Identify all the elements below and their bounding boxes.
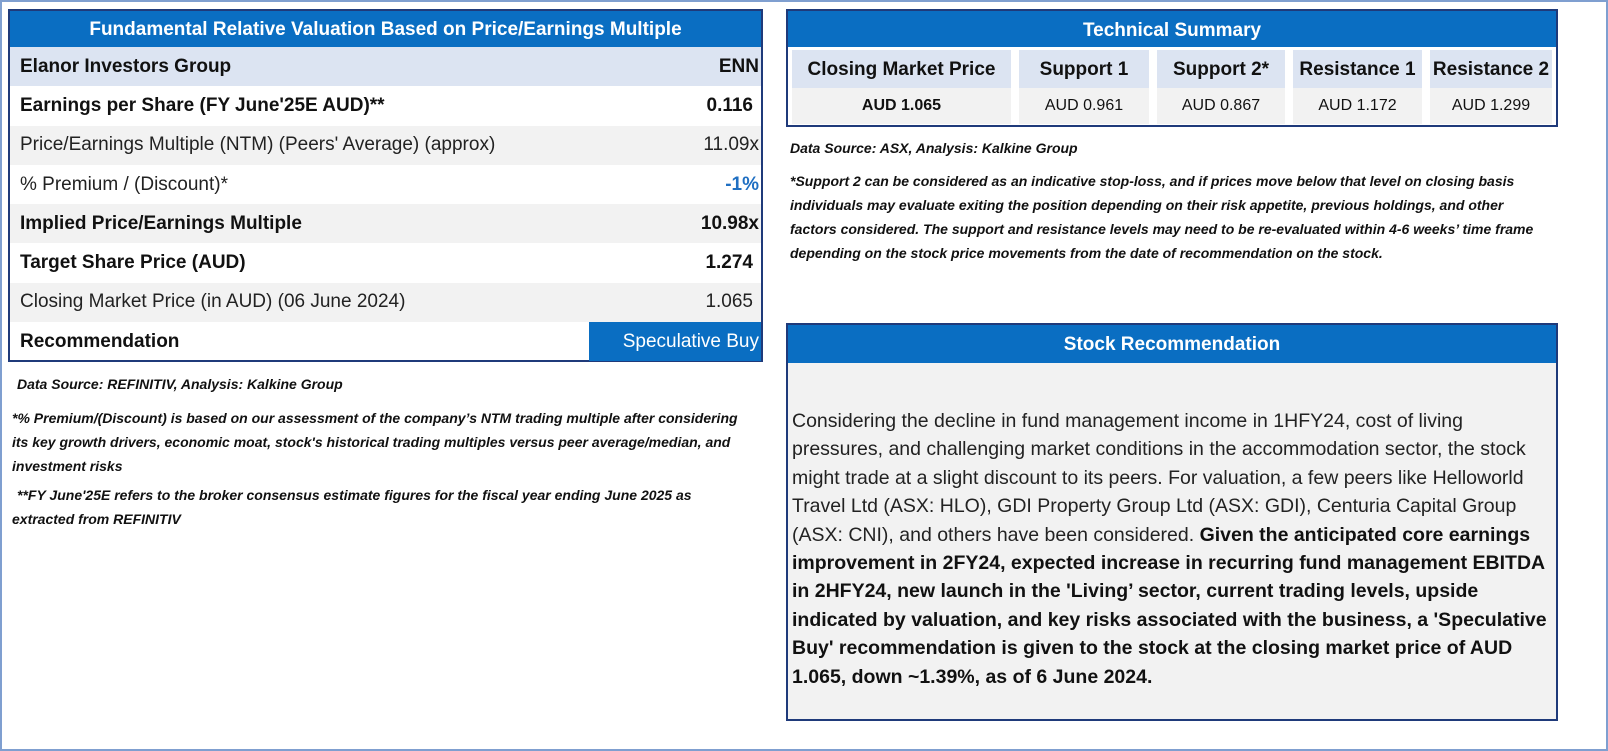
premium-value: -1%: [725, 173, 759, 195]
pe-peers-label: Price/Earnings Multiple (NTM) (Peers' Av…: [20, 134, 496, 156]
value-support-1: AUD 0.961: [1019, 88, 1149, 124]
value-resistance-1: AUD 1.172: [1293, 88, 1422, 124]
premium-footnote: *% Premium/(Discount) is based on our as…: [12, 410, 738, 474]
implied-pe-label: Implied Price/Earnings Multiple: [20, 212, 302, 234]
value-closing-price: AUD 1.065: [792, 88, 1011, 124]
technical-footnote: *Support 2 can be considered as an indic…: [790, 173, 1534, 261]
closing-price-value: 1.065: [705, 291, 753, 313]
fy-footnote: **FY June'25E refers to the broker conse…: [12, 487, 692, 527]
premium-row: % Premium / (Discount)* -1%: [10, 165, 761, 204]
pe-peers-row: Price/Earnings Multiple (NTM) (Peers' Av…: [10, 125, 761, 165]
valuation-source: Data Source: REFINITIV, Analysis: Kalkin…: [17, 376, 343, 392]
technical-summary-table: Technical Summary Closing Market Price S…: [786, 9, 1558, 127]
technical-grid: Closing Market Price Support 1 Support 2…: [788, 47, 1556, 124]
recommendation-text: Considering the decline in fund manageme…: [792, 407, 1552, 691]
header-support-2: Support 2*: [1157, 50, 1285, 88]
technical-source: Data Source: ASX, Analysis: Kalkine Grou…: [790, 140, 1078, 156]
recommendation-value: Speculative Buy: [589, 322, 761, 362]
value-support-2: AUD 0.867: [1157, 88, 1285, 124]
closing-price-row: Closing Market Price (in AUD) (06 June 2…: [10, 282, 761, 323]
recommendation-row: Recommendation Speculative Buy: [10, 322, 761, 362]
eps-row: Earnings per Share (FY June'25E AUD)** 0…: [10, 86, 761, 125]
target-price-label: Target Share Price (AUD): [20, 252, 246, 274]
eps-value: 0.116: [706, 94, 754, 116]
technical-title: Technical Summary: [788, 11, 1556, 47]
valuation-table: Fundamental Relative Valuation Based on …: [8, 9, 763, 362]
ticker: ENN: [718, 55, 759, 77]
company-name: Elanor Investors Group: [20, 55, 232, 77]
recommendation-text-plain: Considering the decline in fund manageme…: [792, 410, 1526, 546]
header-closing-price: Closing Market Price: [792, 50, 1011, 88]
company-row: Elanor Investors Group ENN: [10, 47, 761, 87]
valuation-title: Fundamental Relative Valuation Based on …: [10, 11, 761, 47]
pe-peers-value: 11.09x: [703, 134, 759, 156]
header-resistance-2: Resistance 2: [1430, 50, 1552, 88]
eps-label: Earnings per Share (FY June'25E AUD)**: [20, 94, 385, 116]
stock-recommendation-box: Stock Recommendation Considering the dec…: [786, 323, 1558, 721]
target-price-row: Target Share Price (AUD) 1.274: [10, 243, 761, 282]
header-resistance-1: Resistance 1: [1293, 50, 1422, 88]
header-support-1: Support 1: [1019, 50, 1149, 88]
implied-pe-value: 10.98x: [700, 212, 759, 234]
recommendation-label: Recommendation: [20, 330, 180, 352]
value-resistance-2: AUD 1.299: [1430, 88, 1552, 124]
closing-price-label: Closing Market Price (in AUD) (06 June 2…: [20, 291, 406, 313]
premium-label: % Premium / (Discount)*: [20, 173, 228, 195]
stock-recommendation-title: Stock Recommendation: [788, 325, 1556, 363]
target-price-value: 1.274: [705, 252, 753, 274]
recommendation-text-bold: Given the anticipated core earnings impr…: [792, 523, 1547, 688]
implied-pe-row: Implied Price/Earnings Multiple 10.98x: [10, 204, 761, 244]
